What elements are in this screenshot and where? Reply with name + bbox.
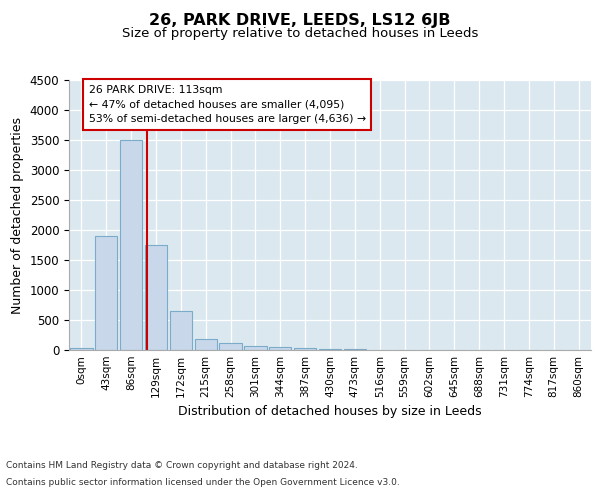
Bar xyxy=(194,338,217,350)
Bar xyxy=(95,236,118,350)
Bar xyxy=(145,245,167,350)
Bar xyxy=(120,140,142,350)
Text: Contains HM Land Registry data © Crown copyright and database right 2024.: Contains HM Land Registry data © Crown c… xyxy=(6,460,358,469)
Bar xyxy=(170,311,192,350)
Bar xyxy=(319,349,341,350)
Text: 26 PARK DRIVE: 113sqm
← 47% of detached houses are smaller (4,095)
53% of semi-d: 26 PARK DRIVE: 113sqm ← 47% of detached … xyxy=(89,85,366,124)
Text: 26, PARK DRIVE, LEEDS, LS12 6JB: 26, PARK DRIVE, LEEDS, LS12 6JB xyxy=(149,12,451,28)
Text: Size of property relative to detached houses in Leeds: Size of property relative to detached ho… xyxy=(122,28,478,40)
Bar xyxy=(294,348,316,350)
Text: Contains public sector information licensed under the Open Government Licence v3: Contains public sector information licen… xyxy=(6,478,400,487)
Bar xyxy=(220,344,242,350)
Bar xyxy=(269,347,292,350)
Bar xyxy=(70,348,92,350)
X-axis label: Distribution of detached houses by size in Leeds: Distribution of detached houses by size … xyxy=(178,406,482,418)
Bar xyxy=(244,346,266,350)
Y-axis label: Number of detached properties: Number of detached properties xyxy=(11,116,24,314)
